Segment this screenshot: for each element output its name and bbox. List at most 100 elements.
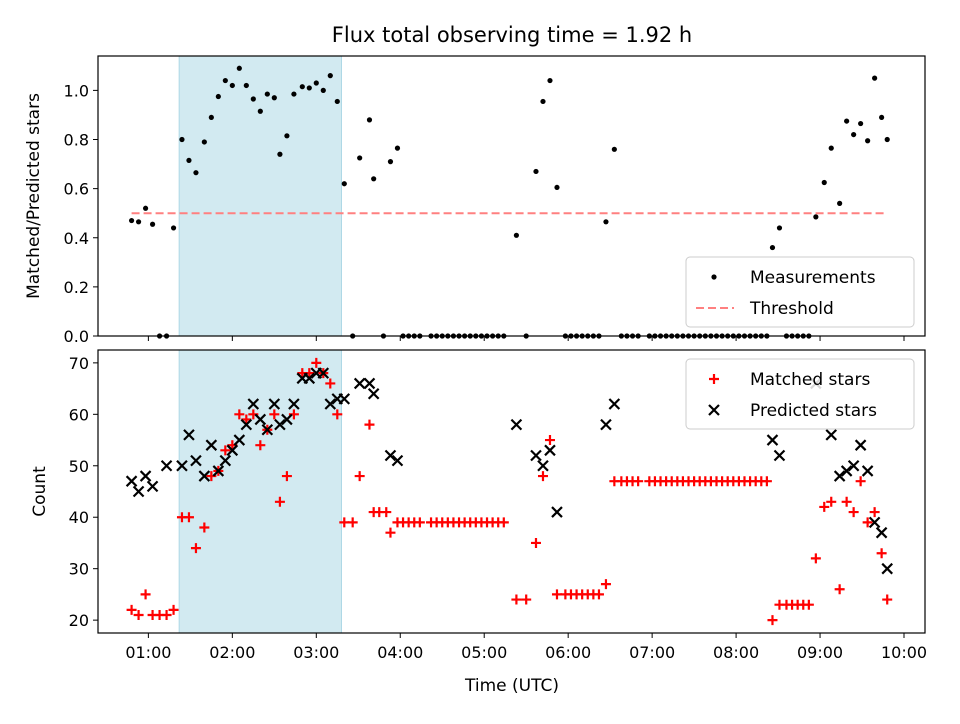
data-point <box>840 465 853 477</box>
x-axis-label: Time (UTC) <box>464 676 559 696</box>
x-tick-label: 08:00 <box>713 643 759 662</box>
data-point <box>281 471 292 482</box>
y-tick-label: 0.2 <box>64 278 89 297</box>
data-point <box>766 434 779 446</box>
legend-top: Measurements Threshold <box>685 256 915 328</box>
data-point <box>277 151 283 157</box>
data-point <box>354 471 365 482</box>
data-point <box>533 168 539 175</box>
data-point <box>240 418 253 431</box>
data-point <box>879 114 885 121</box>
data-point <box>385 527 396 538</box>
data-point <box>367 387 380 400</box>
data-point <box>257 108 263 114</box>
data-point <box>128 217 135 224</box>
y-tick-label: 0.0 <box>64 327 89 346</box>
data-point <box>226 444 239 457</box>
data-point <box>511 594 522 605</box>
legend-label: Threshold <box>749 299 834 319</box>
data-point <box>537 471 548 482</box>
data-point <box>179 136 185 143</box>
data-point <box>593 589 604 600</box>
data-point <box>776 225 783 231</box>
legend-label: Predicted stars <box>750 401 877 421</box>
data-point <box>311 357 322 368</box>
legend-swatch <box>708 404 720 416</box>
top-subplot: 0.0 0.2 0.4 0.6 0.8 1.0 Matched/Predicted star… <box>24 55 926 346</box>
data-point <box>844 118 850 124</box>
data-point <box>306 85 312 91</box>
data-point <box>186 157 192 163</box>
legend-label: Matched stars <box>750 370 870 390</box>
y-axis-label: Matched/Predicted stars <box>24 93 44 299</box>
data-point <box>254 413 267 426</box>
y-axis-label: Count <box>30 466 50 517</box>
data-point <box>215 93 221 100</box>
data-point <box>212 465 225 477</box>
data-point <box>205 439 218 451</box>
x-tick-label: 07:00 <box>629 643 675 662</box>
y-tick-label: 1.0 <box>64 81 89 100</box>
data-point <box>510 418 523 431</box>
data-point <box>149 221 156 227</box>
y-tick-label: 0.4 <box>64 229 89 248</box>
data-point <box>281 413 293 426</box>
data-point <box>869 507 880 518</box>
data-point <box>851 131 857 138</box>
y-tick-label: 40 <box>69 508 89 527</box>
data-point <box>139 470 152 482</box>
data-point <box>391 454 404 467</box>
data-point <box>855 476 866 487</box>
data-point <box>837 200 843 206</box>
data-point <box>299 84 305 90</box>
x-tick-label: 06:00 <box>545 643 591 662</box>
data-point <box>334 98 340 105</box>
data-point <box>363 377 376 390</box>
data-point <box>338 393 351 405</box>
y-tick-label: 30 <box>69 560 89 579</box>
data-point <box>882 594 893 605</box>
y-tick-label: 60 <box>69 405 89 424</box>
legend-label: Measurements <box>750 268 876 288</box>
data-point <box>269 409 280 420</box>
data-point <box>241 414 252 425</box>
data-point <box>544 435 555 446</box>
data-point <box>364 419 375 430</box>
data-point <box>353 377 366 390</box>
data-point <box>544 444 556 457</box>
data-point <box>810 553 821 564</box>
data-point <box>826 496 837 507</box>
data-point <box>176 459 188 472</box>
data-point <box>366 117 373 123</box>
legend-bottom: Matched stars Predicted stars <box>685 358 915 430</box>
data-point <box>414 517 425 528</box>
data-point <box>320 87 326 93</box>
data-point <box>325 378 336 389</box>
data-point <box>250 96 256 102</box>
data-point <box>833 470 846 482</box>
data-point <box>190 454 202 467</box>
data-point <box>146 480 159 493</box>
data-point <box>198 470 211 482</box>
data-point <box>274 496 285 507</box>
data-point <box>530 537 541 548</box>
data-point <box>547 77 553 84</box>
legend-swatch <box>709 374 719 384</box>
data-point <box>247 398 260 410</box>
data-point <box>193 170 199 176</box>
data-point <box>201 139 207 145</box>
data-point <box>881 562 893 575</box>
data-point <box>220 445 231 456</box>
axes-frame <box>97 55 926 337</box>
data-point <box>222 77 228 84</box>
y-tick-label: 20 <box>69 611 89 630</box>
bottom-subplot: 20 30 40 50 60 70 01:00 02:00 03:00 04:00 05:00 06:… <box>30 349 927 662</box>
data-point <box>861 465 874 477</box>
data-point <box>513 232 519 238</box>
x-tick-label: 02:00 <box>209 643 255 662</box>
data-point <box>600 418 612 431</box>
data-point <box>847 459 860 472</box>
data-point <box>255 440 266 451</box>
data-point <box>219 454 232 467</box>
data-point <box>854 439 867 451</box>
